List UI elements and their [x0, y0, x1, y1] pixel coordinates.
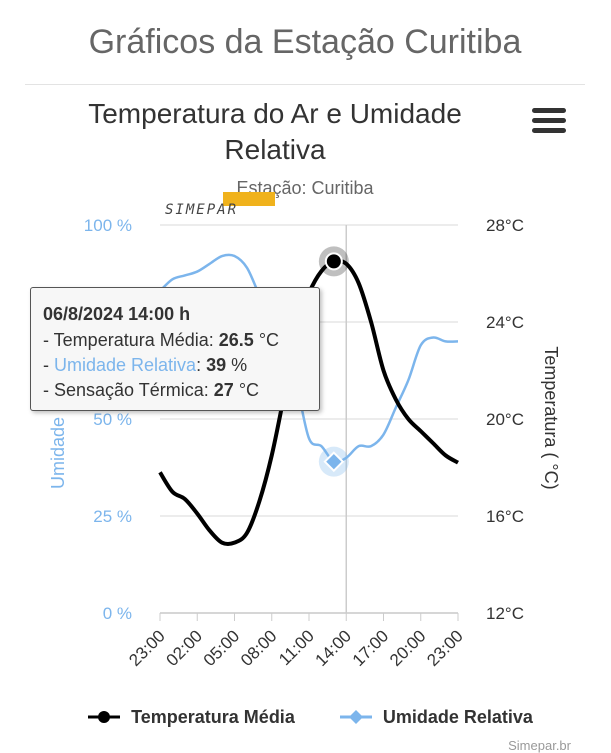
legend-item-temperatura[interactable]: Temperatura Média — [87, 707, 295, 728]
temperatura-hover-point — [324, 252, 343, 271]
right-tick-label: 12°C — [486, 604, 524, 623]
menu-bar — [532, 118, 566, 123]
logo-bar — [223, 192, 275, 206]
umidade-hover-point — [323, 451, 345, 473]
legend-symbol-temperatura — [88, 711, 121, 723]
left-tick-label: 25 % — [93, 507, 132, 526]
legend-label-temperatura: Temperatura Média — [131, 706, 295, 727]
series-line-umidade — [159, 253, 459, 464]
x-tick-label: 11:00 — [275, 626, 318, 669]
right-tick-label: 24°C — [486, 313, 524, 332]
x-tick-label: 08:00 — [237, 626, 281, 670]
left-tick-label: 50 % — [93, 410, 132, 429]
hover-markers — [318, 246, 349, 477]
left-axis-ticks: 0 %25 %50 %75 %100 % — [84, 216, 132, 623]
chart-legend: Temperatura Média Umidade Relativa — [60, 702, 560, 732]
logo-text: SIMEPAR — [165, 202, 239, 218]
menu-bar — [532, 128, 566, 133]
x-tick-label: 02:00 — [163, 626, 207, 670]
chart-title: Temperatura do Ar e Umidade Relativa — [88, 98, 462, 165]
tooltip-row-temperatura: - Temperatura Média: 26.5 °C — [43, 330, 280, 350]
page-title: Gráficos da Estação Curitiba — [88, 22, 522, 61]
chart-tooltip: 06/8/2024 14:00 h - Temperatura Média: 2… — [30, 287, 320, 411]
x-tick-label: 20:00 — [386, 626, 430, 670]
x-tick-label: 17:00 — [349, 626, 393, 670]
right-tick-label: 28°C — [486, 216, 524, 235]
chart-plot: 0 %25 %50 %75 %100 % 12°C16°C20°C24°C28°… — [48, 216, 561, 670]
grid-lines — [160, 224, 458, 614]
tooltip-row-umidade: - Umidade Relativa: 39 % — [43, 355, 248, 375]
credits-link[interactable]: Simepar.br — [508, 738, 571, 753]
left-tick-label: 0 % — [103, 604, 132, 623]
x-axis-ticks: 23:0002:0005:0008:0011:0014:0017:0020:00… — [125, 613, 467, 670]
left-tick-label: 100 % — [84, 216, 132, 235]
menu-bar — [532, 108, 566, 113]
right-axis-ticks: 12°C 16°C 20°C 24°C 28°C — [486, 216, 524, 623]
tooltip-row-sensacao: - Sensação Térmica: 27 °C — [43, 380, 260, 400]
x-tick-label: 05:00 — [200, 626, 244, 670]
x-tick-label: 14:00 — [312, 626, 356, 670]
x-tick-label: 23:00 — [423, 626, 467, 670]
tooltip-header: 06/8/2024 14:00 h — [43, 304, 191, 324]
hamburger-menu-icon[interactable] — [532, 108, 566, 136]
right-tick-label: 16°C — [486, 507, 524, 526]
legend-symbol-umidade — [339, 710, 372, 724]
x-tick-label: 23:00 — [125, 626, 169, 670]
simepar-logo: SIMEPAR — [165, 192, 275, 220]
right-tick-label: 20°C — [486, 410, 524, 429]
legend-label-umidade: Umidade Relativa — [382, 706, 533, 727]
legend-item-umidade[interactable]: Umidade Relativa — [339, 707, 533, 728]
right-axis-title: Temperatura ( °C) — [541, 346, 561, 489]
page-header: Gráficos da Estação Curitiba — [25, 0, 585, 85]
